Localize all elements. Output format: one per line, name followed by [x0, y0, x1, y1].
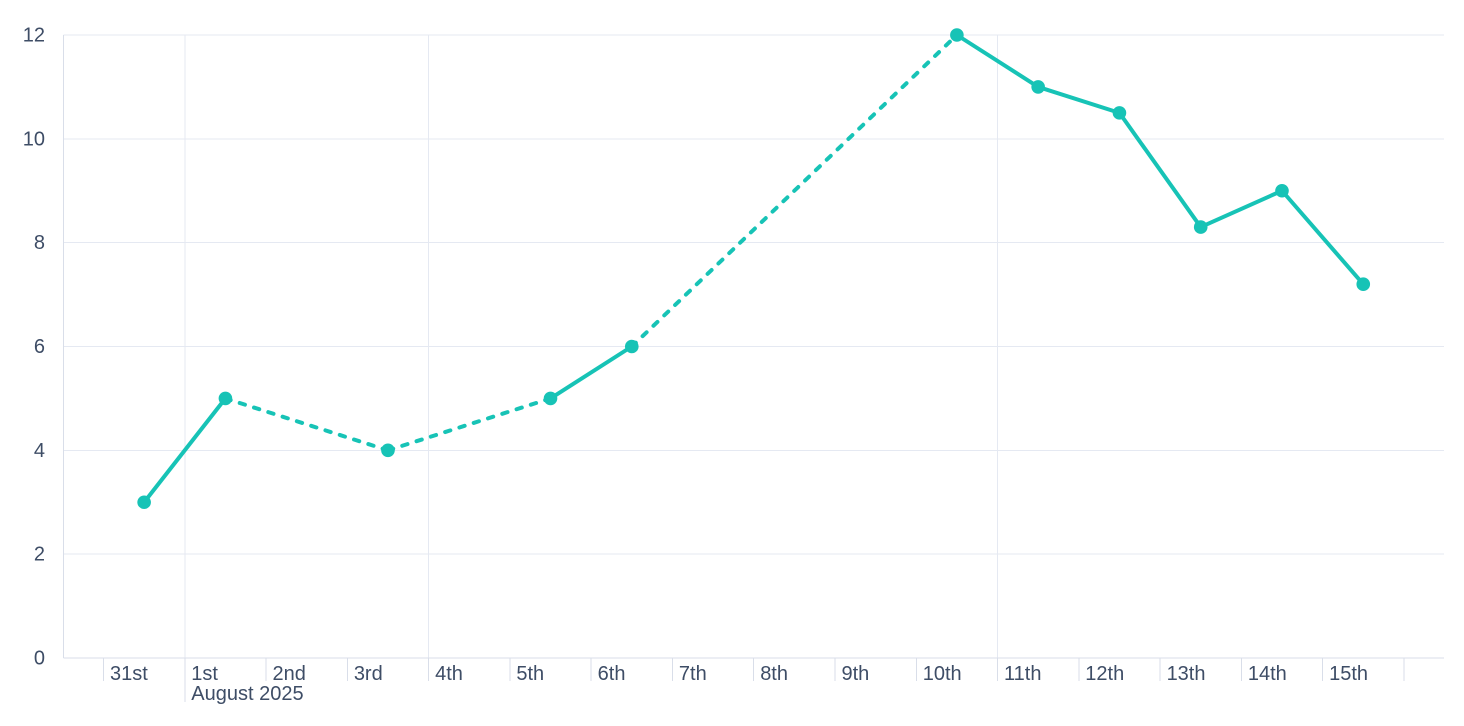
x-axis-label: 13th [1167, 663, 1206, 685]
data-point-marker[interactable] [543, 391, 558, 406]
data-point-marker[interactable] [950, 28, 964, 42]
x-axis-label: 12th [1085, 663, 1124, 685]
series-line-segment-dashed [223, 396, 390, 453]
x-axis-label: 15th [1329, 663, 1368, 685]
data-point-marker[interactable] [381, 443, 395, 458]
data-point-marker[interactable] [1275, 183, 1289, 198]
series-line-segment-solid [142, 396, 228, 505]
x-axis-label: 6th [598, 663, 626, 685]
x-axis-label: 3rd [354, 663, 383, 685]
series-line-segment-dashed [385, 396, 553, 453]
x-axis-label: 1st [191, 663, 218, 685]
data-point-marker[interactable] [624, 339, 639, 354]
y-axis-label: 0 [34, 648, 45, 670]
y-axis-label: 2 [34, 544, 45, 566]
y-axis-label: 4 [34, 440, 45, 462]
x-axis-label: 31st [110, 663, 148, 685]
x-axis-label: 5th [516, 663, 544, 685]
series-line-segment-solid [1198, 188, 1284, 230]
y-axis-label: 8 [34, 232, 45, 254]
x-axis-label: 7th [679, 663, 707, 685]
x-axis-label: 8th [760, 663, 788, 685]
x-axis-label: 4th [435, 663, 463, 685]
data-point-marker[interactable] [1031, 80, 1045, 94]
y-axis-label: 6 [34, 336, 45, 358]
data-point-marker[interactable] [1193, 220, 1208, 234]
data-point-marker[interactable] [218, 391, 233, 406]
x-axis-label: 2nd [273, 663, 306, 685]
x-axis-label: 14th [1248, 663, 1287, 685]
data-point-marker[interactable] [1356, 277, 1371, 292]
y-axis-label: 10 [23, 128, 45, 150]
series-line-segment-dashed [629, 33, 959, 349]
series-line-segment-solid [1117, 110, 1203, 230]
series-line-segment-solid [954, 33, 1041, 89]
x-axis-label: 9th [841, 663, 869, 685]
series-line-segment-solid [548, 344, 634, 401]
y-axis-label: 12 [23, 25, 45, 47]
series-line-segment-solid [1036, 84, 1122, 115]
data-point-marker[interactable] [137, 495, 151, 510]
data-point-marker[interactable] [1112, 106, 1127, 120]
x-axis-label: 10th [923, 663, 962, 685]
x-axis-month-label: August 2025 [191, 683, 303, 705]
series-line-segment-solid [1279, 188, 1366, 287]
x-axis-label: 11th [1004, 663, 1041, 685]
